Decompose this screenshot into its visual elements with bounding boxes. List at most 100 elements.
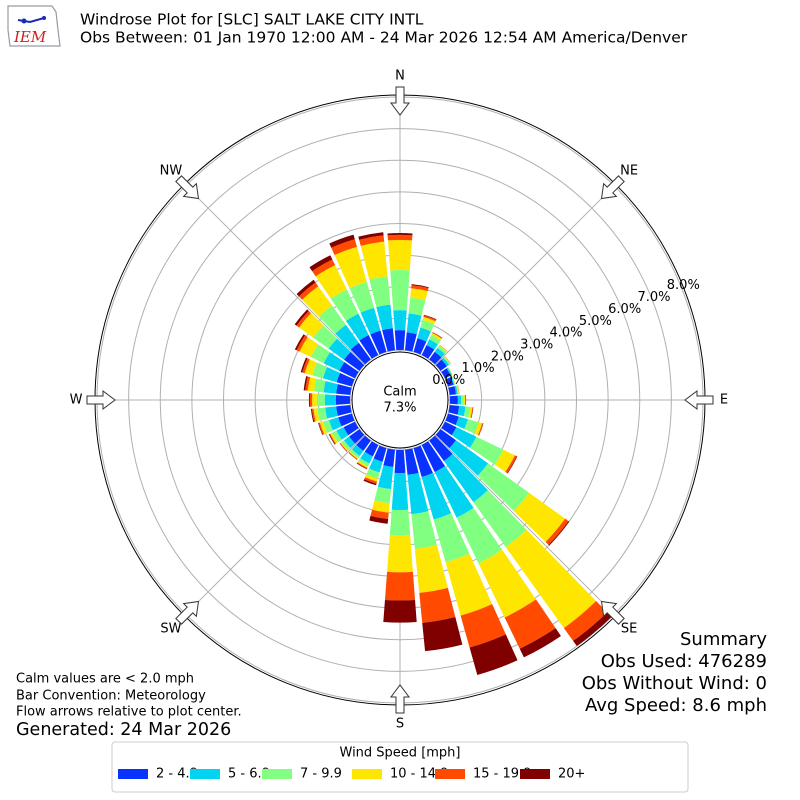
- bar-segment: [307, 377, 317, 392]
- bar-segment: [296, 310, 312, 328]
- flow-arrow: [390, 86, 410, 116]
- bar-segment: [350, 449, 360, 459]
- bar-segment: [384, 571, 416, 601]
- bar-segment: [329, 234, 355, 248]
- bar-segment: [470, 436, 504, 465]
- bar-segment: [343, 351, 365, 371]
- bar-segment: [363, 479, 377, 486]
- legend-label: 5 - 6.9: [228, 767, 270, 782]
- r-tick-label: 7.0%: [637, 290, 670, 305]
- bar-segment: [332, 430, 342, 443]
- bar-segment: [394, 449, 406, 474]
- bar-segment: [414, 544, 448, 593]
- direction-label: SW: [160, 622, 181, 637]
- r-tick-label: 6.0%: [608, 302, 641, 317]
- bar-segment: [417, 327, 431, 342]
- bar-segment: [448, 404, 460, 415]
- bar-segment: [457, 405, 466, 417]
- note: Flow arrows relative to plot center.: [16, 705, 242, 720]
- bar-segment: [446, 367, 452, 376]
- bar-segment: [382, 328, 396, 352]
- bar-segment: [387, 234, 413, 241]
- bar-segment: [421, 441, 446, 473]
- bar-segment: [457, 385, 460, 395]
- bar-segment: [329, 433, 336, 445]
- bar-segment: [373, 445, 387, 462]
- bar-segment: [457, 395, 462, 405]
- bar-segment: [340, 442, 349, 452]
- bar-segment: [423, 314, 437, 320]
- flow-arrow: [390, 684, 410, 714]
- bar-segment: [394, 330, 406, 351]
- chart-subtitle: Obs Between: 01 Jan 1970 12:00 AM - 24 M…: [80, 29, 688, 47]
- bar-segment: [448, 386, 457, 396]
- bar-segment: [323, 352, 345, 371]
- bar-segment: [314, 378, 326, 393]
- bar-segment: [356, 435, 371, 451]
- bar-segment: [329, 417, 342, 431]
- bar-segment: [444, 356, 451, 364]
- bar-segment: [331, 239, 357, 255]
- bar-segment: [451, 427, 477, 448]
- bar-segment: [294, 334, 306, 351]
- bar-segment: [435, 359, 448, 371]
- bar-segment: [364, 441, 379, 457]
- bar-segment: [426, 339, 438, 350]
- bar-segment: [406, 313, 422, 335]
- bar-segment: [372, 500, 390, 513]
- bar-segment: [434, 466, 474, 518]
- bar-segment: [341, 440, 351, 451]
- legend-box: [111, 741, 689, 793]
- flow-arrow: [175, 175, 200, 200]
- bar-segment: [473, 490, 527, 548]
- bar-segment: [411, 285, 429, 292]
- bar-segment: [360, 451, 373, 464]
- bar-segment: [505, 455, 517, 474]
- bar-segment: [474, 422, 483, 436]
- bar-segment: [478, 549, 536, 618]
- grid-ring: [128, 128, 672, 672]
- bar-segment: [312, 362, 328, 379]
- flow-arrow: [86, 390, 116, 410]
- bar-segment: [423, 315, 437, 322]
- bar-segment: [422, 616, 463, 652]
- direction-label: SE: [621, 622, 637, 637]
- bar-segment: [336, 404, 352, 416]
- bar-segment: [308, 393, 311, 407]
- bar-segment: [513, 492, 566, 543]
- bar-segment: [411, 511, 437, 549]
- bar-segment: [323, 381, 338, 394]
- bar-segment: [441, 368, 451, 379]
- bar-segment: [445, 553, 493, 616]
- bar-segment: [360, 241, 388, 280]
- bar-segment: [311, 408, 316, 422]
- direction-label: N: [395, 69, 405, 84]
- direction-label: S: [396, 717, 404, 732]
- bar-segment: [460, 395, 464, 405]
- bar-segment: [477, 423, 484, 436]
- bar-segment: [389, 509, 411, 536]
- bar-segment: [444, 356, 451, 364]
- bars: [294, 232, 612, 675]
- bar-segment: [408, 297, 426, 316]
- bar-segment: [494, 449, 515, 472]
- flow-arrow: [600, 175, 625, 200]
- bar-segment: [449, 440, 489, 476]
- bar-segment: [369, 458, 383, 473]
- bar-segment: [383, 599, 417, 623]
- bar-segment: [456, 385, 459, 395]
- bar-segment: [464, 395, 466, 405]
- bar-segment: [507, 456, 518, 474]
- bar-segment: [432, 332, 443, 339]
- bar-segment: [318, 422, 325, 435]
- bar-segment: [393, 310, 407, 331]
- bar-segment: [407, 472, 429, 515]
- bar-segment: [357, 462, 368, 469]
- bar-segment: [419, 587, 456, 623]
- bar-segment: [387, 535, 413, 573]
- bar-segment: [345, 313, 369, 341]
- bar-segment: [309, 393, 313, 407]
- bar-segment: [470, 407, 474, 419]
- bar-segment: [343, 436, 356, 449]
